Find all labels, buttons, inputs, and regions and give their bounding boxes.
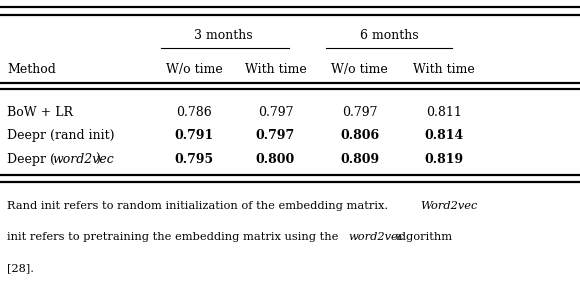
Text: With time: With time: [245, 63, 306, 76]
Text: 0.797: 0.797: [256, 129, 295, 142]
Text: algorithm: algorithm: [392, 232, 452, 242]
Text: 6 months: 6 months: [360, 29, 419, 41]
Text: W/o time: W/o time: [331, 63, 388, 76]
Text: 0.806: 0.806: [340, 129, 379, 142]
Text: 0.786: 0.786: [176, 106, 212, 119]
Text: 3 months: 3 months: [194, 29, 253, 41]
Text: 0.795: 0.795: [175, 153, 214, 166]
Text: [28].: [28].: [7, 263, 34, 273]
Text: word2vec: word2vec: [52, 153, 114, 166]
Text: 0.791: 0.791: [175, 129, 214, 142]
Text: 0.797: 0.797: [258, 106, 293, 119]
Text: 0.819: 0.819: [424, 153, 463, 166]
Text: init refers to pretraining the embedding matrix using the: init refers to pretraining the embedding…: [7, 232, 342, 242]
Text: 0.809: 0.809: [340, 153, 379, 166]
Text: Rand init refers to random initialization of the embedding matrix.: Rand init refers to random initializatio…: [7, 201, 392, 211]
Text: Deepr (rand init): Deepr (rand init): [7, 129, 114, 142]
Text: 0.800: 0.800: [256, 153, 295, 166]
Text: word2vec: word2vec: [348, 232, 404, 242]
Text: W/o time: W/o time: [166, 63, 223, 76]
Text: 0.814: 0.814: [424, 129, 463, 142]
Text: ): ): [95, 153, 100, 166]
Text: Word2vec: Word2vec: [420, 201, 478, 211]
Text: Method: Method: [7, 63, 56, 76]
Text: BoW + LR: BoW + LR: [7, 106, 73, 119]
Text: 0.811: 0.811: [426, 106, 462, 119]
Text: With time: With time: [413, 63, 474, 76]
Text: 0.797: 0.797: [342, 106, 378, 119]
Text: Deepr (: Deepr (: [7, 153, 55, 166]
